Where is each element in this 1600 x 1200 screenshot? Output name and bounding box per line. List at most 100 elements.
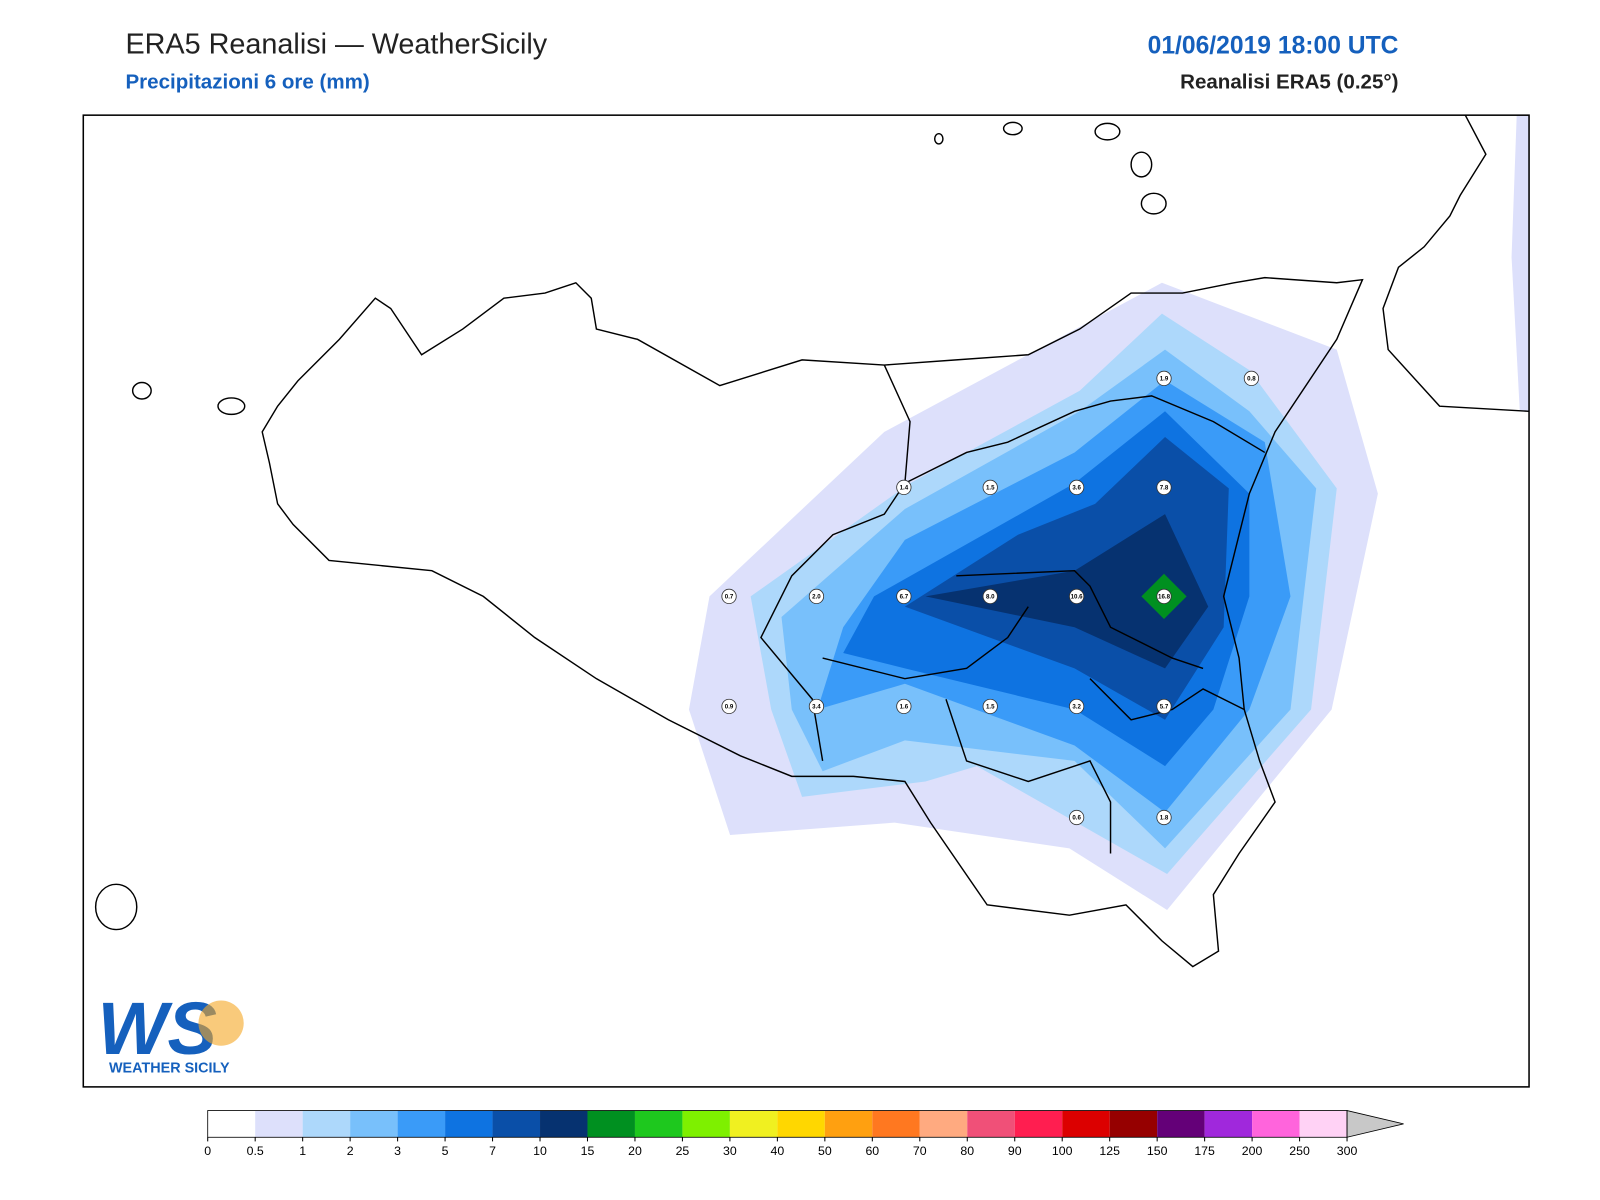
subtitle: Precipitazioni 6 ore (mm) — [125, 70, 369, 93]
colorbar-tick-label: 70 — [913, 1144, 927, 1158]
station-marker — [1243, 370, 1260, 387]
station-marker — [896, 479, 912, 496]
datetime: 01/06/2019 18:00 UTC — [1148, 32, 1399, 59]
colorbar-tick-label: 150 — [1147, 1144, 1168, 1158]
colorbar-tick-label: 7 — [489, 1144, 496, 1158]
station-marker — [1068, 588, 1085, 605]
colorbar-segment — [302, 1110, 351, 1138]
colorbar-tick-label: 15 — [581, 1144, 595, 1158]
station-value: 8.0 — [986, 593, 995, 600]
colorbar-tick-label: 25 — [676, 1144, 690, 1158]
colorbar-tick-label: 2 — [347, 1144, 354, 1158]
station-value: 1.5 — [986, 703, 995, 710]
station-value: 0.7 — [725, 593, 734, 600]
colorbar-tick-label: 100 — [1052, 1144, 1073, 1158]
colorbar-tick-label: 3 — [394, 1144, 401, 1158]
station-marker — [896, 588, 912, 605]
colorbar-tick-label: 1 — [299, 1144, 306, 1158]
station-value: 2.0 — [812, 593, 821, 600]
station-value: 3.6 — [1072, 484, 1081, 491]
colorbar-segment — [729, 1110, 778, 1138]
stations: 1.9 0.8 1.4 1.5 3.6 7.8 0.7 2.0 6.7 8.0 10.6 16.8 0.… — [721, 370, 1260, 826]
colorbar-tick-label: 125 — [1099, 1144, 1120, 1158]
station-marker — [1156, 698, 1172, 715]
colorbar-segment — [682, 1110, 730, 1138]
logo-mark: WS — [98, 987, 217, 1070]
station-value: 6.7 — [900, 593, 909, 600]
station-value: 0.9 — [725, 703, 734, 710]
station-marker — [808, 588, 825, 605]
station-marker — [721, 698, 737, 715]
colorbar-segment — [540, 1110, 588, 1138]
colorbar-tick-label: 200 — [1242, 1144, 1263, 1158]
colorbar-segment — [1014, 1110, 1063, 1138]
colorbar-tick-label: 10 — [533, 1144, 547, 1158]
station-marker — [808, 698, 825, 715]
logo-sun — [198, 1000, 244, 1046]
colorbar-extension — [1346, 1110, 1404, 1138]
colorbar-tick-label: 250 — [1289, 1144, 1310, 1158]
colorbar-tick-label: 80 — [960, 1144, 974, 1158]
model: Reanalisi ERA5 (0.25°) — [1180, 70, 1398, 93]
colorbar-segment — [634, 1110, 683, 1138]
station-value: 1.8 — [1160, 815, 1169, 822]
station-value: 1.4 — [900, 484, 909, 491]
precip-contour — [1511, 115, 1530, 412]
station-marker — [1068, 809, 1085, 826]
colorbar-tick-label: 0 — [204, 1144, 211, 1158]
colorbar-segment — [1204, 1110, 1253, 1138]
station-value: 1.5 — [986, 484, 995, 491]
island — [933, 132, 944, 145]
station-value: 1.9 — [1160, 375, 1169, 382]
station-marker — [982, 588, 998, 605]
colorbar-tick-label: 300 — [1337, 1144, 1358, 1158]
colorbar-segment — [777, 1110, 825, 1138]
station-marker — [1068, 479, 1085, 496]
colorbar-segment — [1109, 1110, 1158, 1138]
colorbar-segment — [1299, 1110, 1348, 1138]
colorbar-tick-label: 175 — [1194, 1144, 1215, 1158]
colorbar-tick-label: 30 — [723, 1144, 737, 1158]
station-marker — [982, 479, 998, 496]
colorbar-tick-label: 60 — [865, 1144, 879, 1158]
station-marker — [1156, 479, 1172, 496]
colorbar-segment — [350, 1110, 398, 1138]
island — [131, 381, 152, 400]
station-marker — [896, 698, 912, 715]
island — [1140, 192, 1167, 215]
colorbar-segment — [1252, 1110, 1300, 1138]
colorbar-segment — [1157, 1110, 1205, 1138]
logo-text: WEATHER SICILY — [109, 1060, 230, 1076]
colorbar-segment — [587, 1110, 635, 1138]
station-value: 1.6 — [900, 703, 909, 710]
colorbar-segment — [1062, 1110, 1110, 1138]
colorbar-segment — [872, 1110, 920, 1138]
colorbar-tick-label: 0.5 — [247, 1144, 264, 1158]
station-marker — [1068, 698, 1085, 715]
colorbar-segment — [207, 1110, 256, 1138]
colorbar-segment — [445, 1110, 493, 1138]
colorbar-tick-label: 5 — [442, 1144, 449, 1158]
island — [94, 883, 138, 931]
colorbar-segment — [397, 1110, 446, 1138]
station-value: 0.6 — [1072, 815, 1081, 822]
island — [1130, 151, 1153, 178]
station-value: 3.2 — [1072, 703, 1081, 710]
precip-contour — [925, 514, 1209, 669]
island — [1002, 121, 1023, 136]
station-marker — [721, 588, 737, 605]
station-value: 7.8 — [1160, 484, 1169, 491]
station-marker — [982, 698, 998, 715]
station-marker — [1156, 809, 1172, 826]
station-value: 5.7 — [1160, 703, 1169, 710]
station-value: 0.8 — [1247, 375, 1256, 382]
colorbar-segment — [492, 1110, 541, 1138]
calabria-coast — [1382, 114, 1530, 413]
station-marker — [1156, 370, 1172, 387]
island — [217, 397, 246, 416]
station-value: 3.4 — [812, 703, 821, 710]
island — [1094, 122, 1121, 141]
colorbar-tick-label: 50 — [818, 1144, 832, 1158]
colorbar-tick-label: 90 — [1008, 1144, 1022, 1158]
